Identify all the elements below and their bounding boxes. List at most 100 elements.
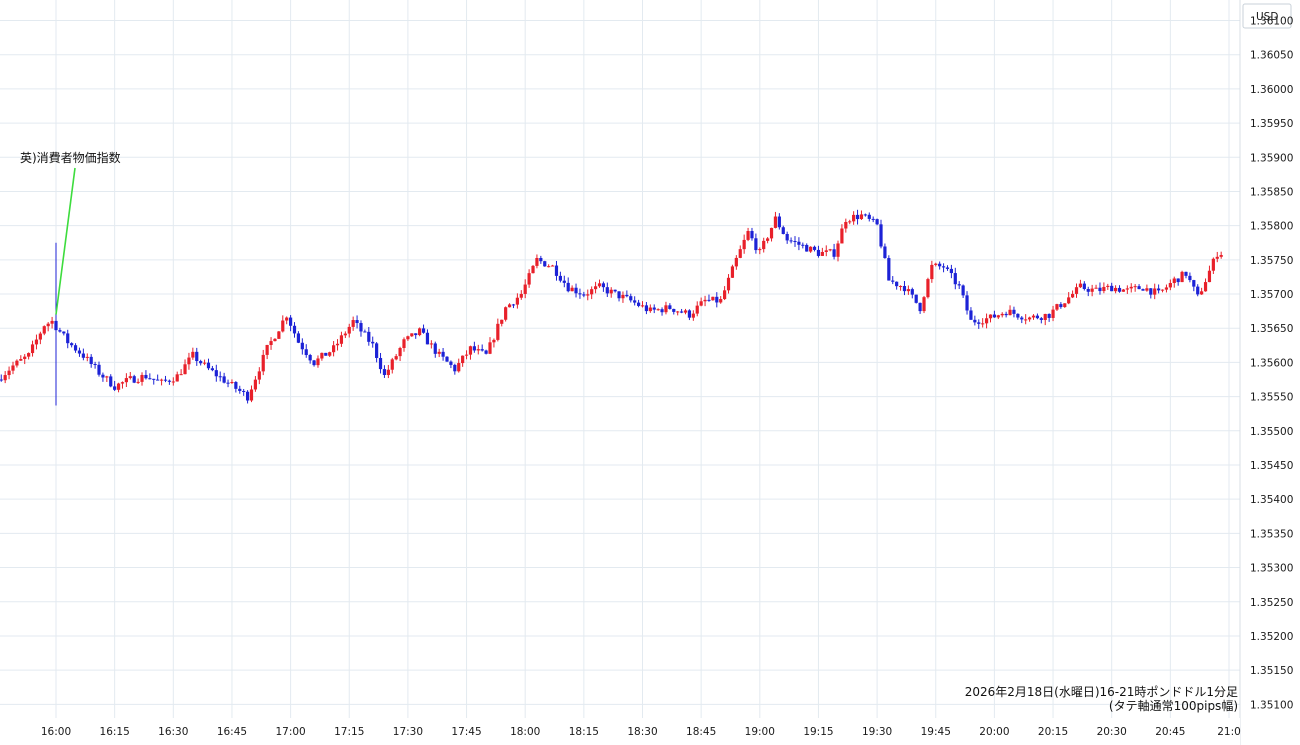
candle: [965, 291, 969, 315]
candle-body: [144, 374, 148, 379]
candle-body: [332, 345, 336, 353]
candle-body: [945, 267, 950, 269]
grid: [0, 0, 1240, 718]
candle-body: [633, 300, 637, 303]
candle: [910, 287, 914, 299]
candle-body: [1133, 286, 1137, 288]
candle: [762, 237, 766, 253]
candle-body: [343, 333, 347, 336]
candle: [914, 294, 918, 304]
x-tick-label: 18:45: [686, 726, 716, 738]
candle-body: [97, 364, 101, 375]
candle: [316, 355, 320, 368]
currency-button[interactable]: [1242, 3, 1292, 29]
candle: [332, 341, 336, 357]
candle-body: [504, 307, 508, 320]
candle-body: [898, 286, 903, 288]
candle-body: [507, 304, 512, 308]
candle: [1145, 284, 1149, 292]
candle-body: [609, 289, 613, 294]
candle: [636, 299, 641, 308]
y-tick-label: 1.35450: [1250, 460, 1293, 472]
x-tick-label: 19:30: [862, 726, 892, 738]
candle: [62, 331, 66, 336]
candle-body: [691, 313, 695, 318]
candle-body: [351, 320, 355, 327]
candle: [984, 313, 989, 329]
annotation-pointer-line: [55, 167, 76, 315]
candle-body: [1090, 288, 1094, 292]
candle-body: [949, 268, 953, 274]
candle: [120, 381, 125, 389]
candle: [42, 325, 46, 336]
candle: [66, 329, 70, 349]
candle-body: [163, 379, 168, 381]
candle-body: [191, 351, 195, 358]
candle: [163, 375, 168, 383]
candle-body: [42, 326, 46, 334]
candle-body: [1086, 288, 1090, 292]
candle: [918, 302, 922, 314]
annotation: 英)消費者物価指数: [20, 150, 121, 315]
candle-body: [375, 343, 379, 358]
candle-body: [711, 296, 715, 301]
candle: [640, 301, 645, 308]
x-tick-label: 17:45: [451, 726, 481, 738]
candle: [941, 263, 946, 273]
candle: [464, 350, 469, 360]
candle: [582, 291, 586, 298]
candle-body: [558, 275, 562, 281]
candle-body: [672, 308, 676, 312]
candle-body: [1008, 309, 1012, 316]
candle-body: [445, 356, 449, 362]
candle: [852, 211, 856, 225]
candle: [132, 374, 136, 384]
candle: [402, 337, 406, 352]
candle-body: [1035, 315, 1040, 319]
candle-body: [46, 323, 50, 327]
candle: [1196, 284, 1200, 297]
candle-body: [707, 299, 711, 301]
candle: [793, 236, 797, 247]
candle-body: [1164, 287, 1169, 290]
candle: [652, 304, 656, 314]
candle-body: [1000, 313, 1004, 316]
candle-body: [574, 287, 578, 294]
candle-body: [461, 355, 465, 364]
candle: [27, 352, 31, 360]
candle-body: [206, 362, 211, 369]
candle: [848, 219, 852, 225]
candle: [320, 352, 324, 361]
candle-body: [703, 299, 707, 302]
candle-body: [750, 231, 754, 239]
y-tick-label: 1.35400: [1250, 494, 1293, 506]
candle: [953, 267, 957, 290]
candle-body: [124, 378, 128, 383]
candle: [891, 276, 895, 285]
candle-body: [410, 333, 414, 337]
candle: [433, 341, 437, 358]
candle: [1110, 282, 1114, 292]
candle-body: [812, 246, 817, 250]
candle: [335, 339, 340, 351]
candle: [1133, 284, 1137, 292]
x-tick-label: 16:30: [158, 726, 188, 738]
candle: [1024, 314, 1028, 325]
candle-body: [308, 355, 312, 361]
candle: [375, 342, 379, 363]
candle: [554, 260, 559, 281]
candle: [531, 264, 535, 274]
candle: [969, 307, 973, 320]
candle-body: [617, 291, 621, 299]
candle: [19, 355, 23, 361]
candle-body: [245, 391, 250, 401]
x-tick-label: 20:30: [1097, 726, 1127, 738]
candle-body: [453, 364, 457, 372]
candle-body: [484, 350, 488, 354]
candle-body: [554, 265, 559, 276]
candle: [202, 359, 207, 366]
candle-body: [910, 289, 914, 295]
candle: [625, 290, 629, 298]
candle-body: [406, 336, 410, 340]
candle-body: [984, 318, 989, 324]
